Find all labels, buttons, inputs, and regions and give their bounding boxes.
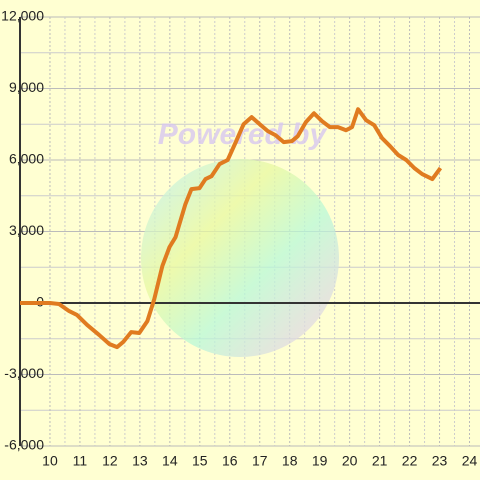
x-tick-label: 22: [402, 453, 418, 469]
x-tick-label: 10: [42, 453, 58, 469]
x-tick-label: 20: [342, 453, 358, 469]
x-tick-label: 14: [162, 453, 178, 469]
y-tick-label: 3,000: [9, 222, 44, 238]
x-tick-label: 21: [372, 453, 388, 469]
x-tick-label: 17: [252, 453, 268, 469]
y-tick-label: 9,000: [9, 79, 44, 95]
grid: [20, 16, 480, 447]
x-tick-label: 13: [132, 453, 148, 469]
y-tick-label: 12,000: [1, 8, 44, 24]
x-tick-label: 19: [312, 453, 328, 469]
x-tick-label: 24: [462, 453, 478, 469]
x-tick-label: 11: [73, 453, 88, 469]
x-tick-label: 12: [102, 453, 118, 469]
watermark-logo: [141, 159, 339, 357]
x-tick-label: 18: [282, 453, 298, 469]
x-tick-label: 16: [222, 453, 238, 469]
y-tick-label: -6,000: [4, 437, 44, 453]
line-series: [20, 107, 443, 350]
y-tick-label: 6,000: [9, 151, 44, 167]
x-tick-label: 15: [192, 453, 208, 469]
x-tick-label: 23: [432, 453, 448, 469]
y-tick-label: -3,000: [4, 365, 44, 381]
